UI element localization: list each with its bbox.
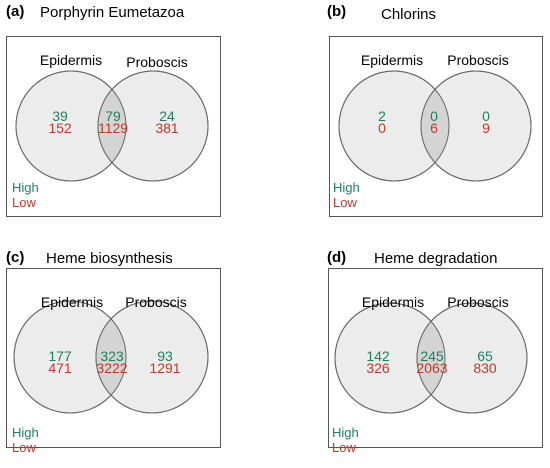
count-left-high: 39 <box>52 108 68 124</box>
panel-frame <box>6 36 221 217</box>
legend: High Low <box>332 425 359 455</box>
set-label-right: Proboscis <box>125 294 187 310</box>
count-right-low: 381 <box>155 120 179 136</box>
legend-low: Low <box>332 440 356 455</box>
count-both-low: 3222 <box>96 360 128 376</box>
count-right-high: 65 <box>477 348 493 364</box>
count-both-high: 0 <box>430 108 438 124</box>
count-left-low: 471 <box>48 360 72 376</box>
count-both-high: 245 <box>420 348 444 364</box>
legend-high: High <box>333 180 360 195</box>
legend-low: Low <box>12 195 36 210</box>
count-both-low: 2063 <box>416 360 448 376</box>
legend: High Low <box>12 425 39 455</box>
count-left-high: 2 <box>378 108 386 124</box>
count-both-low: 1129 <box>97 120 129 136</box>
panel-frame <box>6 268 221 448</box>
set-label-left: Epidermis <box>360 52 424 68</box>
venn-panel-b: (b) Chlorins Epidermis Proboscis 2 0 0 6… <box>275 0 550 234</box>
count-left-low: 0 <box>378 120 386 136</box>
venn-diagram <box>338 70 532 182</box>
panel-title: Porphyrin Eumetazoa <box>40 4 185 21</box>
legend-low: Low <box>333 195 357 210</box>
count-right-high: 24 <box>159 108 175 124</box>
panel-frame <box>329 36 543 217</box>
count-left-low: 326 <box>366 360 390 376</box>
set-label-left: Epidermis <box>39 52 103 68</box>
venn-diagram <box>13 300 209 414</box>
set-label-right: Proboscis <box>447 294 509 310</box>
legend: High Low <box>333 180 360 210</box>
panel-label: (d) <box>327 249 347 266</box>
legend-high: High <box>12 425 39 440</box>
count-left-high: 142 <box>366 348 390 364</box>
legend-low: Low <box>12 440 36 455</box>
panel-frame <box>328 268 543 448</box>
panel-title: Heme degradation <box>374 250 498 267</box>
count-right-low: 830 <box>473 360 497 376</box>
panel-title: Heme biosynthesis <box>46 250 173 267</box>
count-left-high: 177 <box>48 348 72 364</box>
count-right-low: 1291 <box>149 360 181 376</box>
panel-label: (c) <box>6 249 25 266</box>
legend-high: High <box>12 180 39 195</box>
legend-high: High <box>332 425 359 440</box>
set-label-right: Proboscis <box>447 52 509 68</box>
count-both-high: 79 <box>105 108 121 124</box>
set-label-right: Proboscis <box>126 54 188 70</box>
venn-panel-a: (a) Porphyrin Eumetazoa Epidermis Probos… <box>0 0 275 234</box>
panel-title: Chlorins <box>381 6 437 23</box>
venn-diagram <box>15 70 209 182</box>
set-label-left: Epidermis <box>40 294 104 310</box>
legend: High Low <box>12 180 39 210</box>
count-right-high: 0 <box>482 108 490 124</box>
venn-panel-d: (d) Heme degradation Epidermis Proboscis… <box>275 234 550 468</box>
count-both-low: 6 <box>430 120 438 136</box>
panel-label: (a) <box>6 3 25 20</box>
panel-label: (b) <box>327 3 347 20</box>
count-both-high: 323 <box>100 348 124 364</box>
venn-diagram <box>334 302 528 414</box>
venn-panel-c: (c) Heme biosynthesis Epidermis Probosci… <box>0 234 275 468</box>
set-label-left: Epidermis <box>361 294 425 310</box>
count-left-low: 152 <box>48 120 72 136</box>
count-right-high: 93 <box>157 348 173 364</box>
count-right-low: 9 <box>482 120 490 136</box>
